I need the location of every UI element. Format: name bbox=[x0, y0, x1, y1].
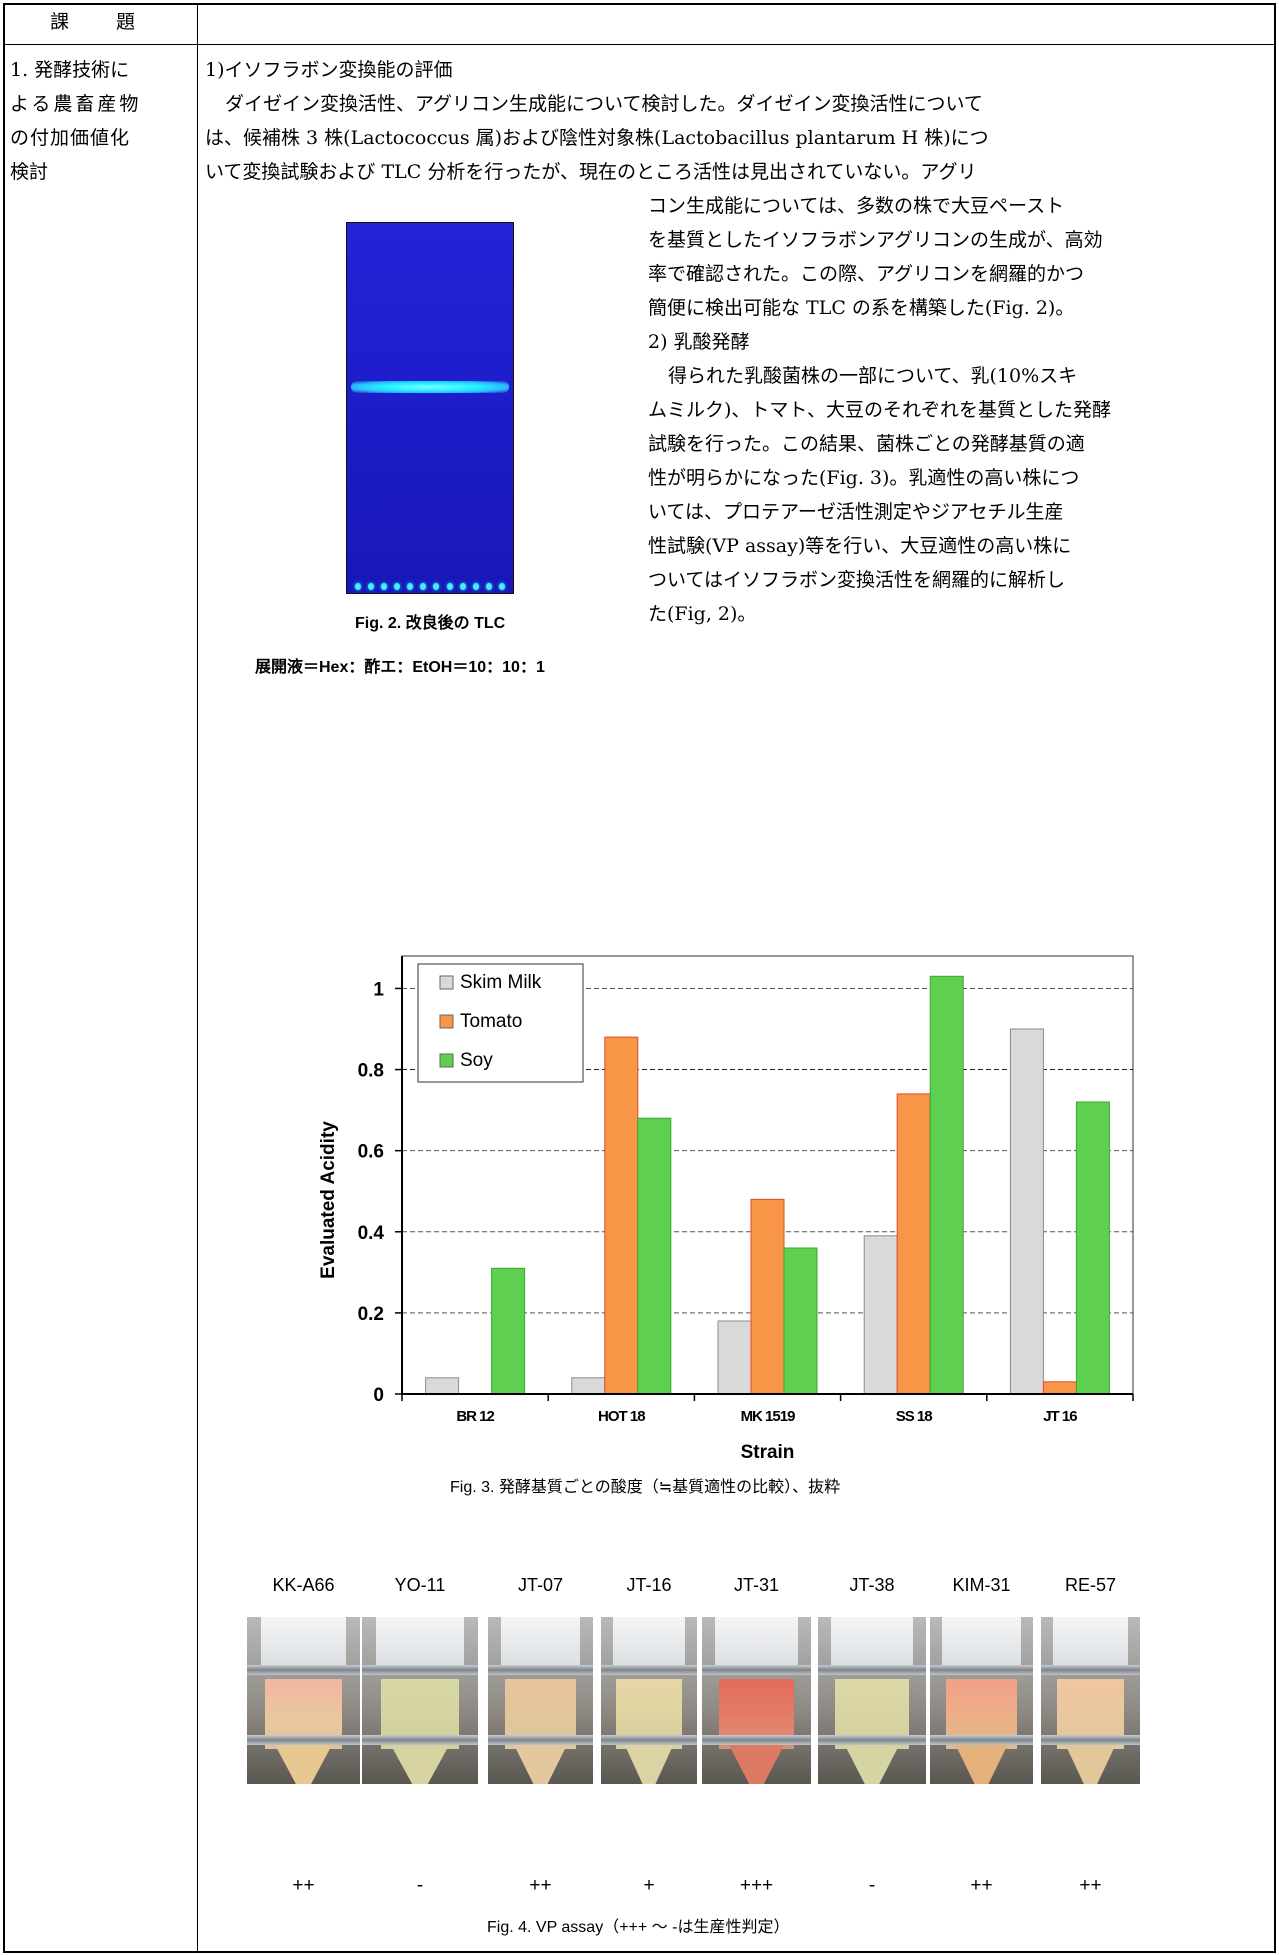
bar-tomato-mk-1519 bbox=[751, 1199, 784, 1394]
right-line-11: 性試験(VP assay)等を行い、大豆適性の高い株に bbox=[648, 530, 1071, 562]
vp-strain-label: RE-57 bbox=[1046, 1569, 1136, 1601]
table-border-right bbox=[1274, 3, 1276, 1953]
x-tick-label: MK 1519 bbox=[741, 1408, 796, 1425]
legend-label: Tomato bbox=[460, 1011, 522, 1032]
y-axis-title: Evaluated Acidity bbox=[318, 1121, 339, 1279]
legend-label: Soy bbox=[460, 1050, 493, 1071]
y-tick-label: 1 bbox=[373, 979, 384, 1000]
right-line-4: 簡便に検出可能な TLC の系を構築した(Fig. 2)。 bbox=[648, 292, 1074, 324]
chart-plot-frame bbox=[402, 956, 1133, 1394]
fig2-caption: Fig. 2. 改良後の TLC bbox=[355, 608, 505, 640]
bar-skim-milk-hot-18 bbox=[572, 1378, 605, 1394]
vp-result-mark: - bbox=[832, 1870, 912, 1902]
bar-tomato-ss-18 bbox=[897, 1094, 930, 1394]
topic-line-2: よる農畜産物 bbox=[10, 88, 141, 120]
vp-result-mark: ++ bbox=[264, 1870, 344, 1902]
bar-skim-milk-br-12 bbox=[426, 1378, 459, 1394]
bar-tomato-jt-16 bbox=[1043, 1382, 1076, 1394]
vp-strain-label: YO-11 bbox=[375, 1569, 465, 1601]
right-line-1: コン生成能については、多数の株で大豆ペースト bbox=[648, 190, 1064, 222]
y-tick-label: 0 bbox=[373, 1385, 384, 1406]
bar-skim-milk-jt-16 bbox=[1010, 1029, 1043, 1394]
paragraph-line-3: いて変換試験および TLC 分析を行ったが、現在のところ活性は見出されていない。… bbox=[205, 156, 976, 188]
vp-tube-photo bbox=[488, 1617, 593, 1784]
x-tick-label: SS 18 bbox=[896, 1408, 933, 1425]
bar-soy-jt-16 bbox=[1076, 1102, 1109, 1394]
bar-soy-mk-1519 bbox=[784, 1248, 817, 1394]
y-tick-label: 0.2 bbox=[358, 1304, 384, 1325]
vp-tube-photo bbox=[247, 1617, 360, 1784]
table-border-bottom bbox=[3, 1951, 1276, 1953]
vp-result-mark: ++ bbox=[942, 1870, 1022, 1902]
bar-soy-ss-18 bbox=[930, 976, 963, 1394]
fig2-solvent: 展開液＝Hex：酢エ：EtOH＝10：10：1 bbox=[255, 652, 545, 684]
vp-result-mark: + bbox=[609, 1870, 689, 1902]
paragraph-line-1: ダイゼイン変換活性、アグリコン生成能について検討した。ダイゼイン変換活性について bbox=[225, 88, 983, 120]
x-tick-label: HOT 18 bbox=[598, 1408, 645, 1425]
topic-line-3: の付加価値化 bbox=[10, 122, 130, 154]
fig3-caption: Fig. 3. 発酵基質ごとの酸度（≒基質適性の比較）、抜粋 bbox=[450, 1472, 840, 1504]
right-line-2: を基質としたイソフラボンアグリコンの生成が、高効 bbox=[648, 224, 1103, 256]
vp-strain-label: JT-38 bbox=[827, 1569, 917, 1601]
right-line-12: ついてはイソフラボン変換活性を網羅的に解析し bbox=[648, 564, 1065, 596]
vp-result-mark: ++ bbox=[501, 1870, 581, 1902]
topic-line-1: 1. 発酵技術に bbox=[10, 54, 129, 86]
vp-result-mark: +++ bbox=[717, 1870, 797, 1902]
right-line-10: いては、プロテアーゼ活性測定やジアセチル生産 bbox=[648, 496, 1064, 528]
table-header-topic: 課 題 bbox=[50, 6, 149, 38]
x-axis-title: Strain bbox=[741, 1442, 795, 1463]
vp-tube-photo bbox=[1041, 1617, 1140, 1784]
vp-strain-label: JT-31 bbox=[712, 1569, 802, 1601]
x-tick-label: BR 12 bbox=[456, 1408, 494, 1425]
vp-strain-label: JT-16 bbox=[604, 1569, 694, 1601]
legend-swatch bbox=[440, 1015, 453, 1028]
tlc-origin-spots bbox=[355, 583, 505, 591]
vp-strain-label: JT-07 bbox=[496, 1569, 586, 1601]
vp-strain-label: KK-A66 bbox=[259, 1569, 349, 1601]
y-tick-label: 0.4 bbox=[358, 1223, 385, 1244]
table-border-header bbox=[3, 44, 1276, 45]
bar-tomato-hot-18 bbox=[605, 1037, 638, 1394]
legend-label: Skim Milk bbox=[460, 972, 542, 993]
vp-result-mark: ++ bbox=[1051, 1870, 1131, 1902]
legend-swatch bbox=[440, 976, 453, 989]
y-tick-label: 0.6 bbox=[358, 1142, 384, 1163]
right-line-7: ムミルク)、トマト、大豆のそれぞれを基質とした発酵 bbox=[648, 394, 1111, 426]
tlc-band-upper bbox=[351, 381, 509, 393]
vp-result-mark: - bbox=[380, 1870, 460, 1902]
right-line-5-heading: 2) 乳酸発酵 bbox=[648, 326, 750, 358]
y-tick-label: 0.8 bbox=[358, 1061, 384, 1082]
vp-strain-label: KIM-31 bbox=[937, 1569, 1027, 1601]
right-line-6: 得られた乳酸菌株の一部について、乳(10%スキ bbox=[668, 360, 1077, 392]
bar-skim-milk-mk-1519 bbox=[718, 1321, 751, 1394]
x-tick-label: JT 16 bbox=[1043, 1408, 1077, 1425]
tlc-plate-image bbox=[346, 222, 514, 594]
table-border-left bbox=[3, 3, 5, 1953]
legend-box bbox=[418, 964, 583, 1082]
vp-tube-photo bbox=[818, 1617, 926, 1784]
topic-line-4: 検討 bbox=[10, 156, 48, 188]
bar-soy-hot-18 bbox=[638, 1118, 671, 1394]
legend-swatch bbox=[440, 1054, 453, 1067]
right-line-9: 性が明らかになった(Fig. 3)。乳適性の高い株につ bbox=[648, 462, 1079, 494]
right-line-8: 試験を行った。この結果、菌株ごとの発酵基質の適 bbox=[648, 428, 1085, 460]
table-divider bbox=[197, 3, 198, 1953]
right-line-3: 率で確認された。この際、アグリコンを網羅的かつ bbox=[648, 258, 1084, 290]
paragraph-line-2: は、候補株 3 株(Lactococcus 属)および陰性対象株(Lactoba… bbox=[205, 122, 989, 154]
right-line-13: た(Fig, 2)。 bbox=[648, 598, 756, 630]
bar-skim-milk-ss-18 bbox=[864, 1236, 897, 1394]
vp-tube-photo bbox=[601, 1617, 697, 1784]
vp-tube-photo bbox=[930, 1617, 1033, 1784]
vp-tube-photo bbox=[702, 1617, 811, 1784]
bar-soy-br-12 bbox=[492, 1268, 525, 1394]
vp-tube-photo bbox=[362, 1617, 478, 1784]
section-heading-isoflavone: 1)イソフラボン変換能の評価 bbox=[205, 54, 453, 86]
table-border-top bbox=[3, 3, 1276, 5]
fig4-caption: Fig. 4. VP assay（+++ 〜 -は生産性判定） bbox=[487, 1912, 789, 1944]
